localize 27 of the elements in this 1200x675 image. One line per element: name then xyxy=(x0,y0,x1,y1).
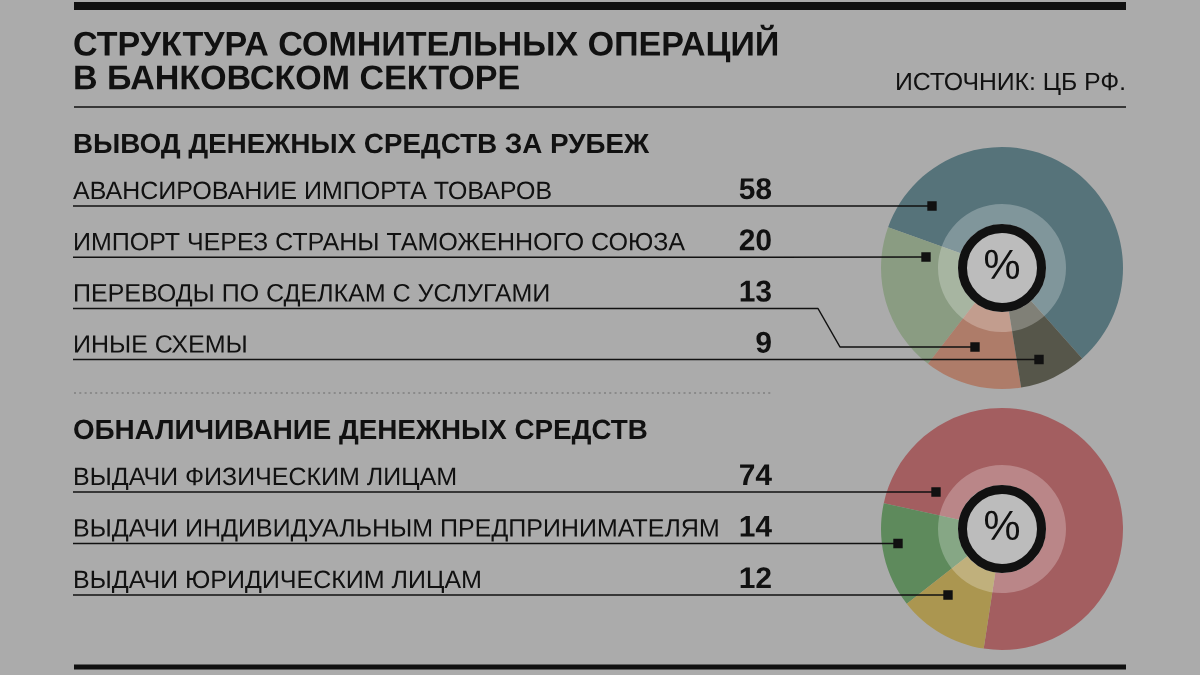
donut-slice xyxy=(906,556,996,649)
slice-label: ПЕРЕВОДЫ ПО СДЕЛКАМ С УСЛУГАМИ xyxy=(75,283,549,307)
slice-label: ИНЫЕ СХЕМЫ xyxy=(75,335,246,353)
donut-slice xyxy=(1008,300,1083,388)
data-label: 58 xyxy=(739,178,772,200)
data-label: 12 xyxy=(740,567,771,588)
data-label: 74 xyxy=(740,464,772,485)
data-label: 9 xyxy=(756,331,771,353)
slice-label: АВАНСИРОВАНИЕ ИМПОРТА ТОВАРОВ xyxy=(73,181,551,200)
donut-slice xyxy=(881,503,968,604)
chart-title: СТРУКТУРА СОМНИТЕЛЬНЫХ ОПЕРАЦИЙ В БАНКОВСКОМ СЕКТОРЕ xyxy=(74,24,778,90)
chart-title: ОБНАЛИЧИВАНИЕ ДЕНЕЖНЫХ СРЕДСТВ xyxy=(74,419,647,445)
slice-label: ВЫДАЧИ ФИЗИЧЕСКИМ ЛИЦАМ xyxy=(75,467,456,490)
slice-label: ИМПОРТ ЧЕРЕЗ СТРАНЫ ТАМОЖЕННОГО СОЮЗА xyxy=(75,232,685,251)
donut-slice xyxy=(883,408,1123,650)
chart-subtitle: ВЫВОД ДЕНЕЖНЫХ СРЕДСТВ ЗА РУБЕЖ xyxy=(74,133,650,159)
text: % xyxy=(984,249,1020,280)
text: ИСТОЧНИК: ЦБ РФ. xyxy=(897,72,1124,95)
data-label: 20 xyxy=(739,229,771,251)
donut-slice xyxy=(888,147,1123,359)
data-label: 14 xyxy=(740,515,772,537)
donut-slice xyxy=(881,227,976,364)
slice-label: ВЫДАЧИ ЮРИДИЧЕСКИМ ЛИЦАМ xyxy=(75,570,480,593)
donut-slice xyxy=(928,302,1022,389)
slice-label: ВЫДАЧИ ИНДИВИДУАЛЬНЫМ ПРЕДПРИНИМАТЕЛЯМ xyxy=(75,519,718,542)
data-label: 13 xyxy=(740,280,771,302)
text: % xyxy=(984,510,1020,541)
